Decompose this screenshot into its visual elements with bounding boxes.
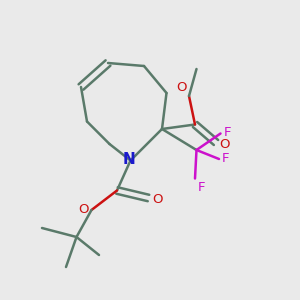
Text: O: O — [220, 137, 230, 151]
Text: F: F — [198, 181, 206, 194]
Text: N: N — [123, 152, 135, 166]
Text: F: F — [222, 152, 230, 165]
Text: O: O — [152, 193, 163, 206]
Text: O: O — [78, 203, 88, 216]
Text: O: O — [176, 81, 187, 94]
Text: F: F — [224, 126, 231, 140]
